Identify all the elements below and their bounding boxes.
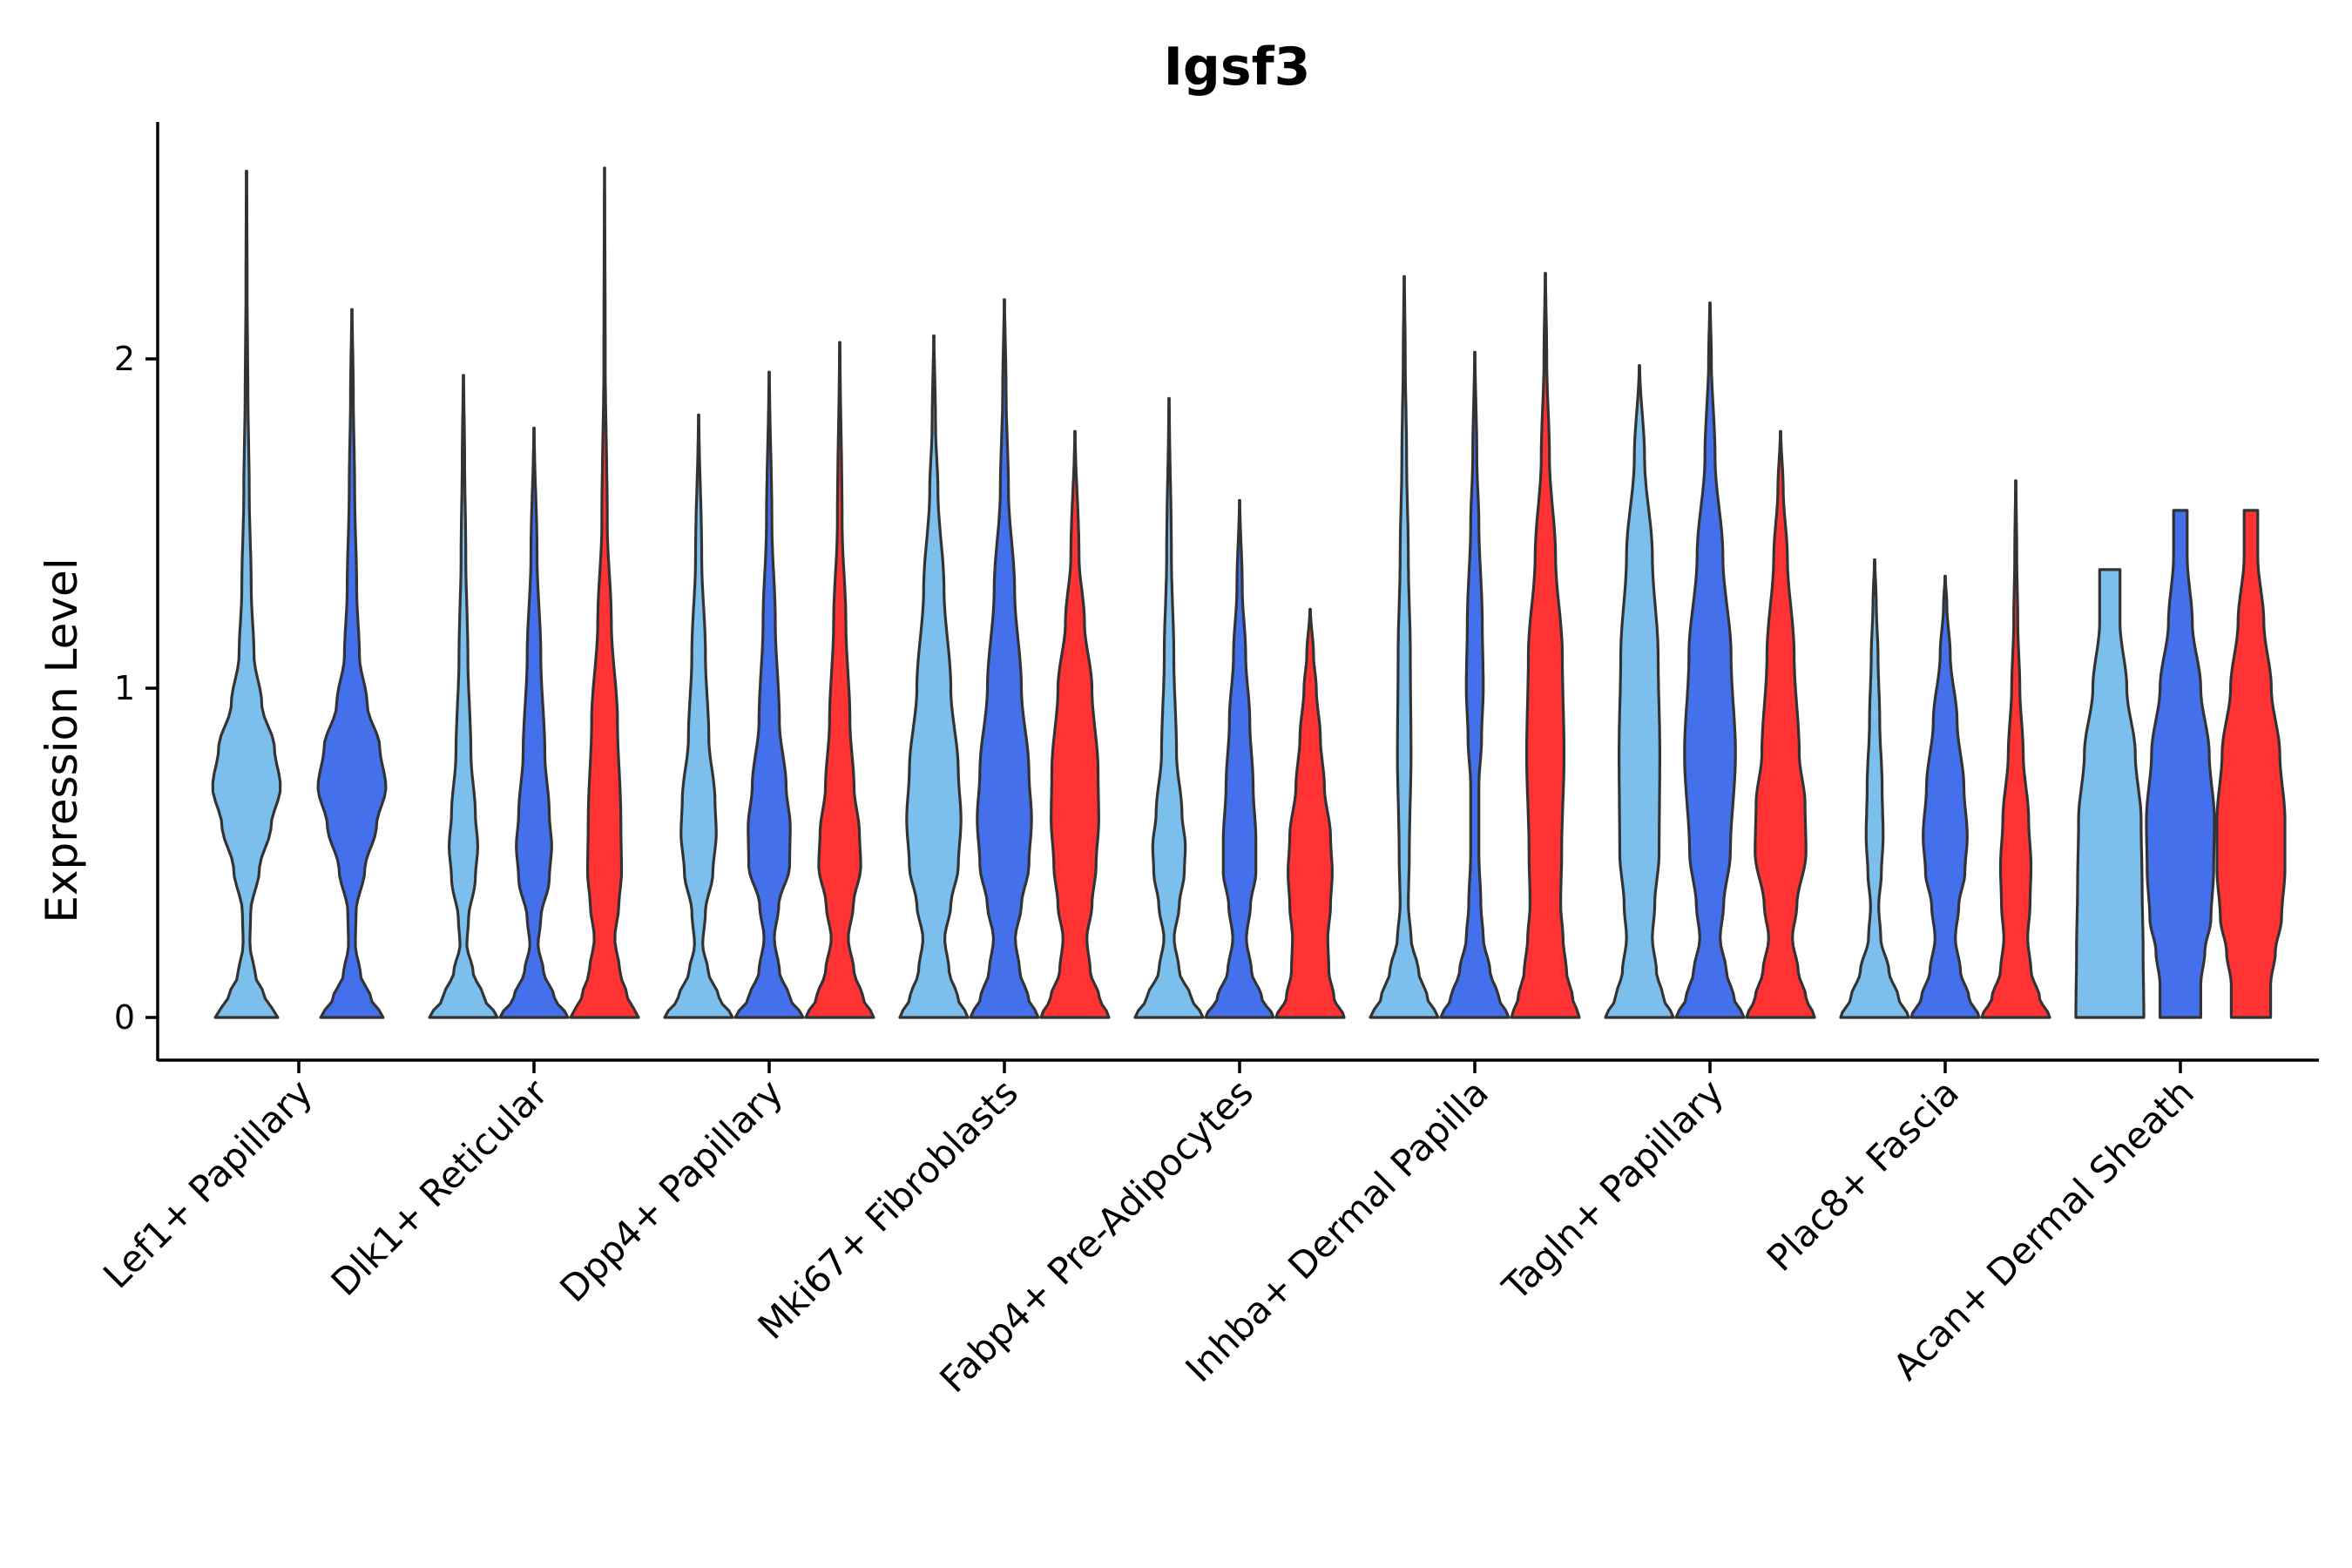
violin-5-group-3 bbox=[1274, 607, 1346, 1019]
violin-3-group-2 bbox=[733, 370, 805, 1019]
x-tick-label: Lef1+ Papillary bbox=[95, 1071, 321, 1296]
y-tick-label: 0 bbox=[114, 998, 135, 1037]
violin-6-group-2 bbox=[1439, 350, 1511, 1019]
violin-9-group-2 bbox=[2145, 509, 2216, 1019]
x-tick-label: Dpp4+ Papillary bbox=[551, 1071, 791, 1310]
violin-4-group-1 bbox=[898, 334, 970, 1019]
violin-group bbox=[211, 166, 2287, 1019]
violin-6-group-1 bbox=[1369, 274, 1440, 1019]
violin-6-group-3 bbox=[1510, 272, 1581, 1019]
violin-9-group-1 bbox=[2074, 568, 2146, 1019]
violin-8-group-1 bbox=[1839, 558, 1910, 1019]
violin-2-group-3 bbox=[569, 166, 640, 1019]
y-axis-ticks: 0 1 2 bbox=[114, 340, 158, 1037]
violin-7-group-3 bbox=[1745, 429, 1816, 1019]
violin-7-group-1 bbox=[1604, 364, 1675, 1019]
violin-8-group-3 bbox=[1980, 479, 2051, 1019]
x-tick-label: Tagln+ Papillary bbox=[1494, 1071, 1732, 1308]
y-tick-label: 1 bbox=[114, 669, 135, 707]
violin-2-group-2 bbox=[498, 426, 570, 1019]
violin-9-group-3 bbox=[2215, 509, 2287, 1019]
violin-5-group-2 bbox=[1204, 498, 1275, 1019]
violin-7-group-2 bbox=[1674, 301, 1746, 1019]
y-axis-label: Expression Level bbox=[37, 558, 87, 923]
x-tick-label: Mki67+ Fibroblasts bbox=[750, 1071, 1026, 1347]
violin-4-group-3 bbox=[1039, 429, 1111, 1019]
chart-title: Igsf3 bbox=[1164, 37, 1311, 98]
violin-1-group-2 bbox=[316, 308, 388, 1019]
y-tick-label: 2 bbox=[114, 340, 135, 378]
violin-4-group-2 bbox=[969, 298, 1040, 1019]
violin-1-group-1 bbox=[211, 169, 282, 1019]
x-tick-label: Plac8+ Fascia bbox=[1759, 1071, 1967, 1279]
violin-2-group-1 bbox=[428, 374, 499, 1019]
violin-3-group-3 bbox=[804, 341, 875, 1019]
violin-8-group-2 bbox=[1909, 574, 1981, 1019]
violin-3-group-1 bbox=[663, 413, 734, 1019]
violin-5-group-1 bbox=[1133, 396, 1205, 1019]
x-tick-label: Dlk1+ Reticular bbox=[323, 1071, 557, 1304]
